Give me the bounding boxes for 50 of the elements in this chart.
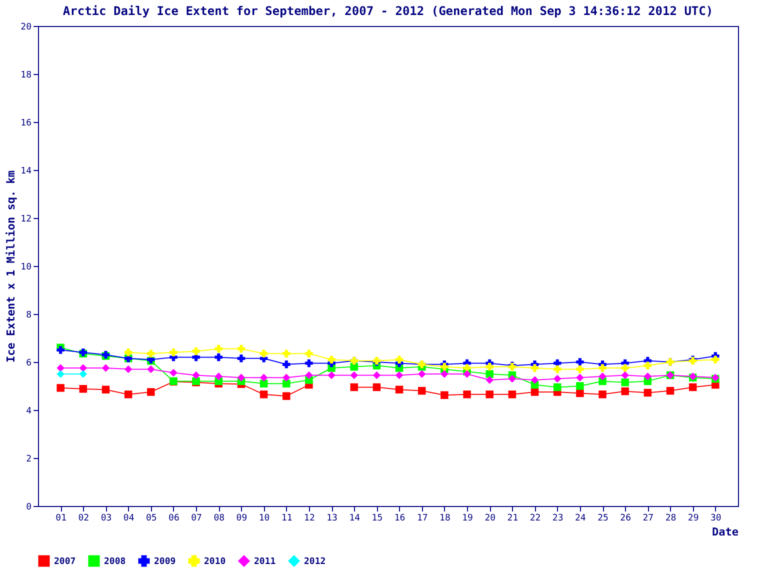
y-tick-label: 10 xyxy=(20,262,32,272)
x-tick-label: 30 xyxy=(710,514,722,524)
x-tick-label: 28 xyxy=(665,514,676,524)
legend-label: 2012 xyxy=(304,557,326,567)
chart-title: Arctic Daily Ice Extent for September, 2007 - 2012 (Generated Mon Sep 3 14:36:12 2012 UTC) xyxy=(62,4,714,18)
x-tick-label: 11 xyxy=(281,514,292,524)
legend-label: 2007 xyxy=(54,557,76,567)
x-tick-label: 25 xyxy=(598,514,608,524)
x-tick-label: 16 xyxy=(394,514,406,524)
x-tick-label: 19 xyxy=(462,514,473,524)
y-tick-label: 18 xyxy=(20,70,32,80)
y-tick-label: 0 xyxy=(26,502,32,512)
y-tick-label: 16 xyxy=(20,118,32,128)
x-tick-label: 05 xyxy=(146,514,157,524)
x-tick-label: 24 xyxy=(575,514,586,524)
x-tick-label: 23 xyxy=(552,514,564,524)
x-tick-label: 01 xyxy=(56,514,67,524)
x-tick-label: 03 xyxy=(100,514,112,524)
x-tick-label: 07 xyxy=(191,514,202,524)
x-tick-label: 09 xyxy=(236,514,248,524)
x-tick-label: 29 xyxy=(688,514,699,524)
x-tick-label: 04 xyxy=(123,514,134,524)
y-tick-label: 14 xyxy=(20,166,32,176)
x-tick-label: 06 xyxy=(168,514,180,524)
legend-label: 2011 xyxy=(254,557,276,567)
x-tick-label: 15 xyxy=(372,514,383,524)
y-axis-title: Ice Extent x 1 Million sq. km xyxy=(4,170,18,363)
x-tick-label: 18 xyxy=(440,514,450,524)
y-tick-label: 20 xyxy=(20,22,32,32)
y-tick-label: 4 xyxy=(26,406,32,416)
x-tick-label: 02 xyxy=(78,514,90,524)
y-tick-label: 12 xyxy=(20,214,32,224)
x-tick-label: 14 xyxy=(349,514,360,524)
x-tick-label: 27 xyxy=(642,514,654,524)
y-tick-label: 6 xyxy=(26,358,32,368)
y-tick-label: 8 xyxy=(26,310,32,320)
x-tick-label: 13 xyxy=(326,514,338,524)
x-tick-label: 21 xyxy=(507,514,518,524)
x-tick-label: 22 xyxy=(530,514,541,524)
legend-label: 2008 xyxy=(104,557,126,567)
x-axis-title: Date xyxy=(712,526,739,538)
legend-label: 2009 xyxy=(154,557,176,567)
x-tick-label: 10 xyxy=(258,514,270,524)
x-tick-label: 08 xyxy=(214,514,225,524)
legend-label: 2010 xyxy=(204,557,226,567)
x-tick-label: 17 xyxy=(416,514,428,524)
x-tick-label: 12 xyxy=(304,514,315,524)
x-tick-label: 26 xyxy=(620,514,632,524)
y-tick-label: 2 xyxy=(26,454,32,464)
x-tick-label: 20 xyxy=(484,514,496,524)
